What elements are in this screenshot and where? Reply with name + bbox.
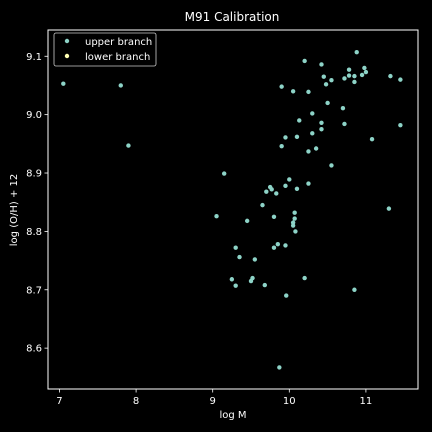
point-upper-branch-50 <box>321 74 326 79</box>
point-upper-branch-46 <box>313 146 319 151</box>
x-tick-label: 10 <box>283 396 296 407</box>
plot-frame <box>47 29 419 390</box>
point-upper-branch-4 <box>214 214 219 219</box>
x-tick-label: 9 <box>210 396 216 407</box>
point-upper-branch-60 <box>352 73 357 79</box>
point-upper-branch-7 <box>233 245 238 250</box>
y-tick-label: 8.8 <box>26 227 42 238</box>
point-upper-branch-24 <box>279 143 284 149</box>
point-upper-branch-48 <box>319 127 324 132</box>
point-upper-branch-39 <box>302 58 307 64</box>
point-upper-branch-30 <box>290 89 296 94</box>
point-upper-branch-11 <box>250 275 255 281</box>
point-upper-branch-2 <box>126 143 131 148</box>
point-upper-branch-44 <box>310 131 315 136</box>
point-upper-branch-13 <box>260 202 265 208</box>
x-tick-label: 7 <box>56 396 62 407</box>
legend-marker-upper-branch <box>64 38 70 44</box>
point-upper-branch-20 <box>275 242 281 247</box>
point-upper-branch-68 <box>386 206 392 211</box>
point-upper-branch-25 <box>283 135 288 140</box>
chart-title: M91 Calibration <box>185 10 280 24</box>
point-upper-branch-38 <box>297 118 302 123</box>
point-upper-branch-34 <box>292 210 297 215</box>
y-tick-label: 8.9 <box>26 169 42 180</box>
point-upper-branch-35 <box>293 229 298 234</box>
point-upper-branch-42 <box>306 149 311 154</box>
point-upper-branch-33 <box>292 216 297 221</box>
point-upper-branch-54 <box>329 163 334 168</box>
point-upper-branch-66 <box>363 69 369 75</box>
point-upper-branch-1 <box>118 83 123 88</box>
y-tick-label: 9.0 <box>26 110 42 121</box>
point-upper-branch-67 <box>369 136 375 142</box>
y-axis-ticks: 8.6 8.7 8.8 8.9 9.0 9.1 <box>26 52 48 355</box>
x-axis-ticks: 7 8 9 10 11 <box>56 389 372 407</box>
legend: upper branch lower branch <box>53 32 157 67</box>
y-tick-label: 9.1 <box>26 52 42 63</box>
point-upper-branch-14 <box>262 282 267 288</box>
y-axis-label: log (O/H) + 12 <box>9 174 20 246</box>
point-upper-branch-17 <box>269 187 274 192</box>
point-upper-branch-18 <box>271 214 277 219</box>
point-upper-branch-49 <box>319 120 324 126</box>
point-upper-branch-56 <box>342 121 347 127</box>
point-upper-branch-8 <box>237 254 242 260</box>
point-upper-branch-19 <box>271 245 277 250</box>
point-upper-branch-47 <box>319 62 324 67</box>
point-upper-branch-59 <box>346 73 352 78</box>
point-upper-branch-40 <box>302 275 307 281</box>
point-upper-branch-58 <box>346 67 352 72</box>
point-upper-branch-5 <box>229 277 235 282</box>
points-layer <box>61 49 403 370</box>
point-upper-branch-37 <box>294 134 300 140</box>
x-axis-label: log M <box>219 410 246 421</box>
point-upper-branch-32 <box>290 220 296 225</box>
point-upper-branch-64 <box>359 72 365 78</box>
point-upper-branch-62 <box>352 287 357 292</box>
point-upper-branch-69 <box>388 73 393 79</box>
point-upper-branch-29 <box>287 177 292 182</box>
point-upper-branch-23 <box>279 84 284 89</box>
point-upper-branch-21 <box>274 191 279 196</box>
point-upper-branch-52 <box>325 100 330 106</box>
point-upper-branch-63 <box>354 49 359 55</box>
point-upper-branch-45 <box>310 111 315 116</box>
point-upper-branch-71 <box>398 122 403 128</box>
point-upper-branch-22 <box>277 365 282 370</box>
point-upper-branch-51 <box>323 82 329 87</box>
point-upper-branch-55 <box>340 106 346 111</box>
point-upper-branch-9 <box>244 218 250 224</box>
point-upper-branch-65 <box>362 65 367 71</box>
x-tick-label: 8 <box>133 396 139 407</box>
point-upper-branch-70 <box>398 77 403 82</box>
point-upper-branch-53 <box>329 78 334 83</box>
point-upper-branch-6 <box>233 283 238 288</box>
point-upper-branch-41 <box>306 89 311 95</box>
point-upper-branch-26 <box>283 183 288 189</box>
legend-label-upper-branch: upper branch <box>85 37 152 48</box>
point-upper-branch-36 <box>294 186 300 191</box>
point-upper-branch-57 <box>342 76 347 81</box>
point-upper-branch-28 <box>284 293 289 298</box>
y-tick-label: 8.7 <box>26 285 42 296</box>
point-upper-branch-15 <box>264 189 269 194</box>
point-upper-branch-27 <box>283 243 288 248</box>
point-upper-branch-12 <box>252 257 258 262</box>
point-upper-branch-43 <box>306 181 311 186</box>
y-tick-label: 8.6 <box>26 344 42 355</box>
legend-marker-lower-branch <box>64 53 70 59</box>
point-upper-branch-3 <box>221 171 227 176</box>
x-tick-label: 11 <box>360 396 373 407</box>
point-upper-branch-0 <box>61 81 66 86</box>
legend-box <box>53 32 157 67</box>
point-upper-branch-61 <box>352 79 357 85</box>
legend-label-lower-branch: lower branch <box>85 52 150 63</box>
